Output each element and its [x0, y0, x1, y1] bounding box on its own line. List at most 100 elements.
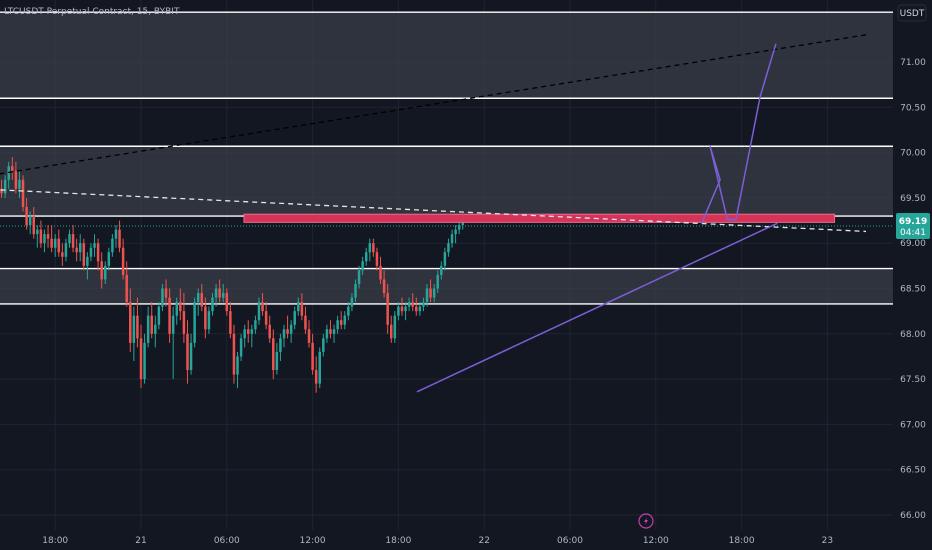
- candle-body: [129, 302, 132, 343]
- time-axis-label: 18:00: [42, 536, 68, 546]
- candle-down: [75, 238, 78, 262]
- candle-body: [75, 247, 78, 253]
- candle-up: [275, 342, 279, 375]
- candle-body: [111, 238, 114, 253]
- candle-up: [43, 229, 46, 253]
- candle-up: [364, 247, 368, 266]
- price-axis[interactable]: [893, 0, 932, 530]
- candle-body: [78, 243, 82, 253]
- candle-body: [332, 329, 336, 334]
- lightning-icon[interactable]: [638, 513, 654, 529]
- candle-up: [78, 234, 82, 262]
- candle-body: [193, 302, 196, 343]
- candle-body: [375, 252, 379, 266]
- candle-body: [175, 302, 179, 316]
- time-axis-label: 23: [822, 536, 833, 546]
- candle-body: [71, 234, 75, 248]
- candle-body: [239, 338, 243, 357]
- candle-up: [418, 302, 422, 316]
- candle-body: [361, 261, 364, 271]
- candle-up: [161, 283, 164, 312]
- price-axis-label: 68.50: [900, 285, 926, 295]
- candle-body: [64, 243, 68, 257]
- candle-body: [397, 306, 400, 316]
- candle-body: [322, 338, 325, 352]
- candle-down: [46, 225, 50, 248]
- candle-down: [411, 293, 414, 312]
- candle-down: [386, 283, 389, 334]
- candle-up: [111, 234, 114, 257]
- candle-up: [425, 283, 429, 307]
- candle-body: [336, 320, 339, 330]
- candle-up: [443, 247, 447, 271]
- candle-body: [250, 329, 254, 334]
- candle-down: [200, 283, 204, 312]
- candle-down: [225, 288, 229, 316]
- candle-down: [71, 225, 75, 253]
- candle-up: [107, 247, 111, 271]
- candle-up: [196, 288, 200, 316]
- candle-up: [440, 261, 443, 280]
- candle-body: [43, 234, 46, 244]
- candle-down: [182, 293, 186, 343]
- candle-body: [100, 261, 103, 280]
- candle-body: [350, 297, 354, 307]
- candle-body: [347, 306, 350, 316]
- candle-body: [89, 247, 93, 257]
- candle-down: [139, 324, 143, 389]
- candle-body: [236, 356, 239, 375]
- candle-up: [289, 320, 293, 343]
- candle-up: [318, 347, 322, 389]
- candle-down: [379, 256, 382, 284]
- candle-body: [415, 306, 418, 312]
- candle-up: [436, 270, 439, 294]
- candle-up: [361, 256, 364, 275]
- candle-up: [279, 333, 282, 361]
- candle-body: [372, 243, 375, 253]
- candle-body: [82, 243, 86, 266]
- candle-body: [339, 320, 343, 325]
- candle-body: [168, 297, 171, 334]
- candle-up: [347, 302, 350, 321]
- candle-up: [236, 351, 239, 389]
- candle-down: [21, 175, 25, 212]
- candle-body: [261, 302, 264, 312]
- candle-body: [418, 306, 422, 312]
- candle-body: [279, 338, 282, 352]
- candle-up: [89, 243, 93, 262]
- candle-up: [143, 333, 146, 384]
- candle-body: [53, 238, 57, 248]
- candle-body: [61, 252, 64, 257]
- candle-body: [432, 288, 436, 298]
- candle-down: [389, 315, 393, 343]
- candle-body: [368, 243, 372, 253]
- candle-body: [96, 243, 100, 262]
- candle-up: [454, 225, 457, 244]
- candle-down: [272, 329, 275, 380]
- candle-body: [422, 302, 425, 307]
- candle-up: [189, 333, 193, 375]
- candle-up: [325, 324, 329, 343]
- time-axis[interactable]: [0, 530, 893, 550]
- candle-body: [254, 320, 257, 330]
- candle-up: [336, 315, 339, 334]
- candle-body: [121, 247, 125, 275]
- candle-body: [50, 238, 53, 248]
- candle-down: [150, 302, 153, 339]
- candle-up: [254, 315, 257, 334]
- currency-button[interactable]: USDT: [897, 4, 927, 22]
- candle-body: [450, 234, 454, 244]
- candle-body: [14, 170, 18, 189]
- candle-up: [211, 293, 214, 316]
- candle-up: [86, 252, 89, 280]
- candle-body: [272, 338, 275, 371]
- candle-body: [436, 274, 439, 289]
- candle-body: [400, 306, 404, 312]
- candle-body: [293, 311, 296, 325]
- candle-up: [221, 283, 225, 303]
- candle-up: [53, 234, 57, 257]
- candle-up: [171, 306, 175, 380]
- candle-body: [57, 238, 61, 253]
- candle-down: [229, 302, 232, 339]
